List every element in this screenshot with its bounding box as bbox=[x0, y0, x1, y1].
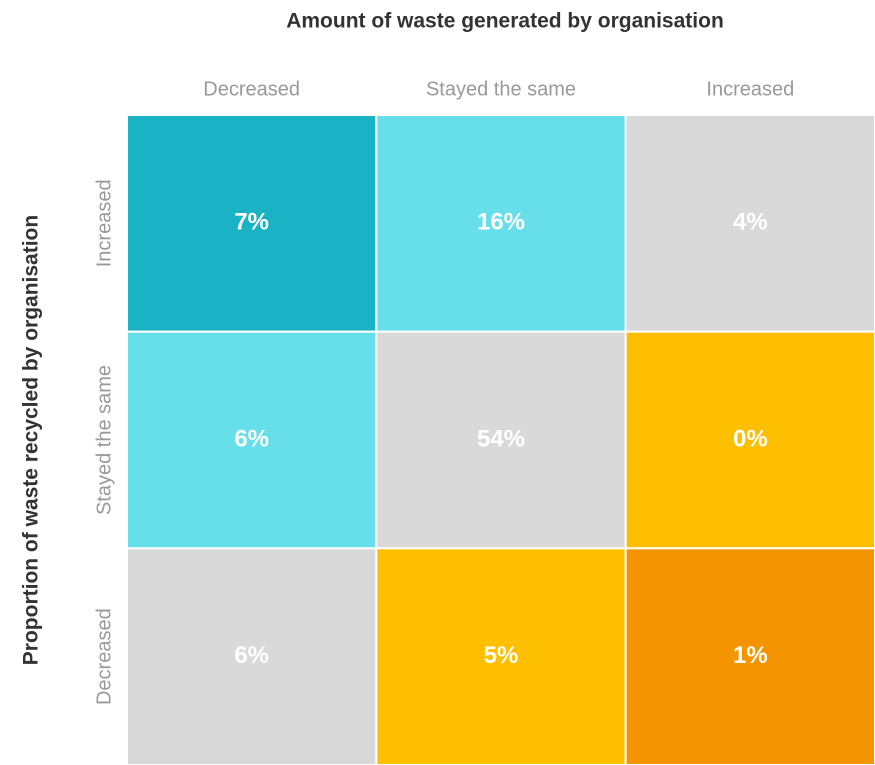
cell-value-label: 6% bbox=[234, 642, 269, 669]
chart-title: Amount of waste generated by organisatio… bbox=[286, 10, 724, 33]
heatmap-cell bbox=[126, 114, 378, 333]
heatmap-cell bbox=[375, 547, 627, 765]
heatmap-cell bbox=[375, 330, 627, 550]
y-axis-title: Proportion of waste recycled by organisa… bbox=[20, 215, 43, 665]
cell-value-label: 5% bbox=[484, 642, 519, 669]
cell-value-label: 4% bbox=[733, 209, 768, 236]
column-label: Stayed the same bbox=[426, 78, 576, 100]
cell-value-label: 0% bbox=[733, 425, 768, 452]
cell-value-label: 54% bbox=[477, 425, 525, 452]
row-label: Decreased bbox=[93, 608, 115, 705]
column-label: Decreased bbox=[203, 78, 300, 100]
cell-value-label: 16% bbox=[477, 209, 525, 236]
heatmap-cell bbox=[375, 114, 627, 333]
row-label: Increased bbox=[93, 179, 115, 267]
cell-value-label: 6% bbox=[234, 425, 269, 452]
row-label: Stayed the same bbox=[93, 365, 115, 515]
heatmap-cell bbox=[126, 330, 378, 550]
heatmap-cell bbox=[624, 330, 875, 550]
cell-value-label: 7% bbox=[234, 209, 269, 236]
column-label: Increased bbox=[706, 78, 794, 100]
cell-value-label: 1% bbox=[733, 642, 768, 669]
